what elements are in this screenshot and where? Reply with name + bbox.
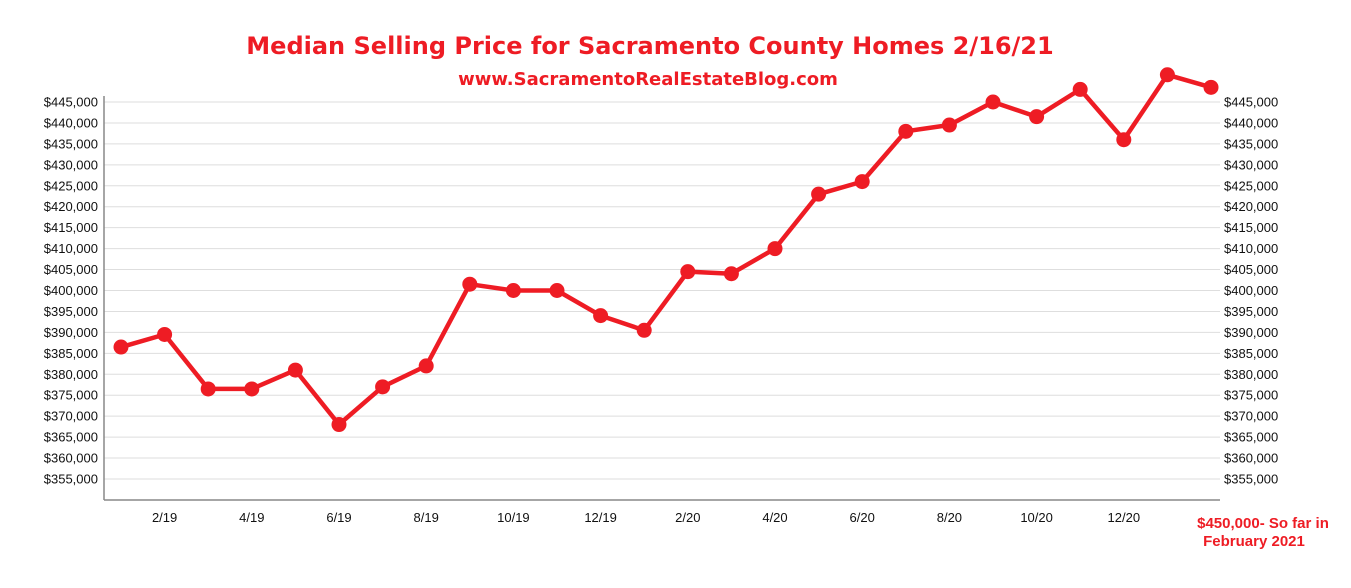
data-point (854, 174, 870, 190)
data-point (767, 241, 783, 257)
y-tick-label-left: $400,000 (44, 283, 98, 298)
y-tick-label-left: $430,000 (44, 157, 98, 172)
y-tick-label-left: $410,000 (44, 241, 98, 256)
series-group (113, 67, 1219, 433)
y-tick-label-right: $400,000 (1224, 283, 1278, 298)
y-tick-label-left: $420,000 (44, 199, 98, 214)
y-tick-label-right: $385,000 (1224, 346, 1278, 361)
annotation-line-2: February 2021 (1203, 533, 1305, 550)
x-axis-labels: 2/19 4/19 6/19 8/19 10/19 12/19 2/20 4/20 6/20 8/… (152, 510, 1140, 525)
y-tick-label-left: $385,000 (44, 346, 98, 361)
data-point (941, 117, 957, 133)
x-tick-label: 2/20 (675, 510, 700, 525)
gridlines (104, 101, 1220, 480)
data-point (898, 123, 914, 139)
chart-subtitle: www.SacramentoRealEstateBlog.com (458, 69, 838, 90)
data-point (549, 283, 565, 298)
y-tick-label-right: $395,000 (1224, 304, 1278, 319)
y-tick-label-right: $375,000 (1224, 388, 1278, 403)
data-point (157, 326, 173, 342)
data-point (244, 381, 260, 397)
y-tick-label-left: $370,000 (44, 409, 98, 424)
x-tick-label: 10/19 (497, 510, 530, 525)
data-point (113, 339, 129, 355)
data-point (462, 276, 478, 292)
y-tick-label-right: $425,000 (1224, 178, 1278, 193)
data-point (418, 358, 434, 374)
data-point (1029, 109, 1045, 125)
y-tick-label-left: $365,000 (44, 430, 98, 445)
y-tick-label-left: $390,000 (44, 325, 98, 340)
data-point (1116, 132, 1132, 148)
y-tick-label-left: $355,000 (44, 472, 98, 487)
y-tick-label-right: $380,000 (1224, 367, 1278, 382)
x-tick-label: 10/20 (1020, 510, 1053, 525)
y-tick-label-right: $365,000 (1224, 430, 1278, 445)
data-point (1159, 67, 1175, 83)
data-point (505, 283, 521, 298)
data-point (200, 381, 216, 397)
data-point (593, 308, 609, 324)
x-tick-label: 4/20 (762, 510, 787, 525)
y-tick-label-right: $420,000 (1224, 199, 1278, 214)
y-axis-left-labels: $355,000 $360,000 $365,000 $370,000 $375,000… (44, 95, 98, 487)
y-tick-label-left: $425,000 (44, 178, 98, 193)
x-tick-label: 8/19 (414, 510, 439, 525)
y-axis-right-labels: $355,000 $360,000 $365,000 $370,000 $375,000… (1224, 95, 1278, 487)
y-tick-label-right: $360,000 (1224, 451, 1278, 466)
y-tick-label-left: $415,000 (44, 220, 98, 235)
y-tick-label-right: $410,000 (1224, 241, 1278, 256)
data-point (723, 266, 739, 282)
data-point (680, 264, 696, 280)
y-tick-label-right: $405,000 (1224, 262, 1278, 277)
y-tick-label-left: $360,000 (44, 451, 98, 466)
x-tick-label: 2/19 (152, 510, 177, 525)
data-point (1072, 81, 1088, 97)
data-point (1203, 79, 1219, 95)
y-tick-label-right: $370,000 (1224, 409, 1278, 424)
data-point (331, 417, 347, 433)
y-tick-label-left: $380,000 (44, 367, 98, 382)
y-tick-label-left: $395,000 (44, 304, 98, 319)
data-point (811, 186, 827, 202)
y-tick-label-right: $430,000 (1224, 157, 1278, 172)
y-tick-label-left: $440,000 (44, 115, 98, 130)
y-tick-label-right: $440,000 (1224, 115, 1278, 130)
y-tick-label-left: $435,000 (44, 136, 98, 151)
annotation-line-1: $450,000- So far in (1197, 515, 1329, 532)
data-point (287, 362, 303, 378)
x-tick-label: 8/20 (937, 510, 962, 525)
x-tick-label: 4/19 (239, 510, 264, 525)
x-tick-label: 12/19 (584, 510, 617, 525)
y-tick-label-right: $415,000 (1224, 220, 1278, 235)
data-point (375, 379, 391, 395)
data-point (636, 322, 652, 338)
y-tick-label-right: $390,000 (1224, 325, 1278, 340)
x-tick-label: 12/20 (1108, 510, 1141, 525)
x-tick-label: 6/19 (326, 510, 351, 525)
y-tick-label-left: $375,000 (44, 388, 98, 403)
data-point (985, 94, 1001, 110)
y-tick-label-right: $355,000 (1224, 472, 1278, 487)
chart-title: Median Selling Price for Sacramento Coun… (246, 32, 1053, 60)
y-tick-label-left: $405,000 (44, 262, 98, 277)
series-line (120, 72, 1212, 427)
y-tick-label-left: $445,000 (44, 95, 98, 110)
y-tick-label-right: $435,000 (1224, 136, 1278, 151)
y-tick-label-right: $445,000 (1224, 95, 1278, 110)
x-tick-label: 6/20 (850, 510, 875, 525)
